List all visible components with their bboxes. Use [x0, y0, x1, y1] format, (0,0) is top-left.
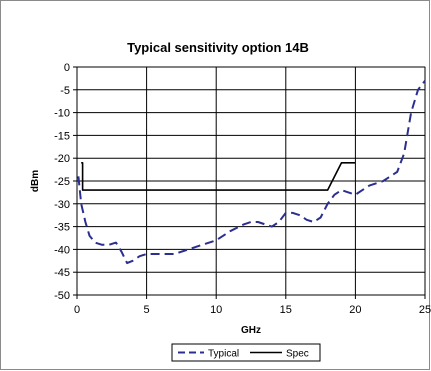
x-tick-label: 0	[74, 304, 80, 316]
x-tick-label: 10	[210, 304, 222, 316]
legend: Typical Spec	[171, 343, 321, 362]
series-typical	[77, 80, 426, 265]
x-tick-label: 15	[280, 304, 292, 316]
y-axis-ticks: 0 -5 -10 -15 -20 -25 -30 -35 -40 -45 -50	[54, 62, 77, 302]
y-tick-label: -40	[54, 244, 70, 256]
typical-line	[77, 80, 426, 265]
legend-label-typical: Typical	[208, 349, 239, 360]
x-tick-label: 25	[419, 304, 431, 316]
x-axis-ticks: 0 5 10 15 20 25	[74, 295, 431, 316]
y-tick-label: -5	[60, 85, 70, 97]
y-tick-label: -30	[54, 199, 70, 211]
legend-box	[171, 343, 321, 362]
grid	[76, 66, 426, 296]
series-spec	[81, 162, 356, 191]
y-tick-label: -10	[54, 108, 70, 120]
y-tick-label: -20	[54, 153, 70, 165]
x-axis-label: GHz	[241, 325, 261, 336]
y-tick-label: -35	[54, 222, 70, 234]
y-tick-label: -45	[54, 267, 70, 279]
y-tick-label: -50	[54, 290, 70, 302]
legend-label-spec: Spec	[286, 349, 309, 360]
chart-title: Typical sensitivity option 14B	[127, 40, 309, 55]
y-tick-label: -15	[54, 130, 70, 142]
y-tick-label: 0	[64, 62, 70, 74]
plot-area: 0 -5 -10 -15 -20 -25 -30 -35 -40 -45 -50 0 5 10 15 20 2…	[54, 62, 431, 316]
y-axis-label: dBm	[30, 170, 41, 192]
x-tick-label: 20	[349, 304, 361, 316]
spec-line	[81, 162, 356, 191]
x-tick-label: 5	[144, 304, 150, 316]
y-tick-label: -25	[54, 176, 70, 188]
series-layer	[77, 80, 426, 265]
